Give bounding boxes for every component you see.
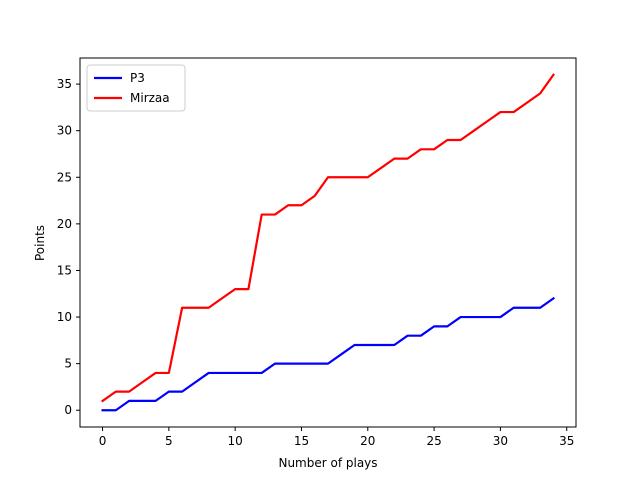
x-tick-label: 25 [426,434,441,448]
y-tick-label: 25 [57,170,72,184]
y-tick-label: 15 [57,263,72,277]
axes-frame [79,57,577,428]
x-tick-label: 10 [228,434,243,448]
legend-label-0: P3 [130,71,145,85]
y-tick-label: 35 [57,77,72,91]
x-tick-label: 20 [360,434,375,448]
x-axis-label: Number of plays [278,456,377,470]
y-tick-label: 20 [57,217,72,231]
legend-box [86,64,186,112]
axes [79,57,577,428]
series-line-1 [101,73,555,403]
ticks: 0 5 10 15 20 25 30 35 0 5 10 15 20 25 30 35 [57,77,575,448]
x-tick-label: 15 [294,434,309,448]
legend-label-1: Mirzaa [130,91,170,105]
y-axis-label: Points [33,225,47,261]
y-tick-label: 5 [64,357,72,371]
x-tick-label: 5 [165,434,173,448]
legend: P3 Mirzaa [86,64,186,112]
y-tick-label: 10 [57,310,72,324]
x-tick-label: 35 [559,434,574,448]
y-tick-label: 30 [57,124,72,138]
x-tick-label: 30 [493,434,508,448]
y-tick-label: 0 [64,403,72,417]
x-tick-label: 0 [99,434,107,448]
series-lines [101,73,555,412]
series-line-0 [101,296,555,412]
